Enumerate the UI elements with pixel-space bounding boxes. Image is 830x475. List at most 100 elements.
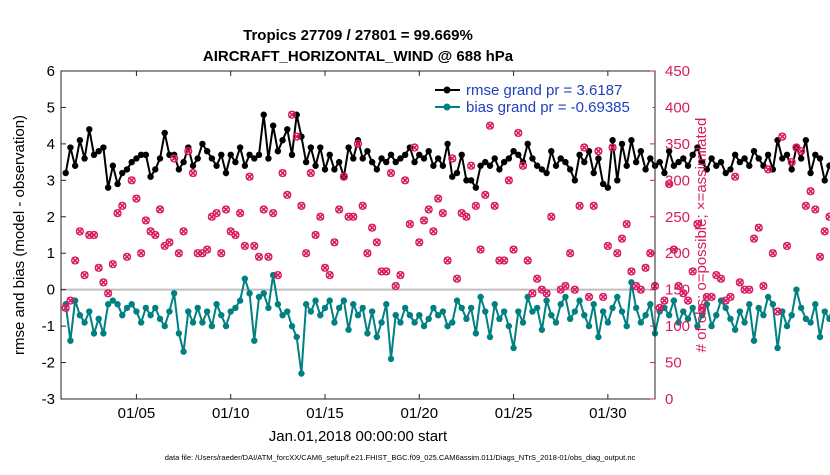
obs-assimilated-point	[189, 169, 197, 177]
bias-point	[359, 304, 366, 312]
bias-point	[670, 297, 678, 304]
obs-assimilated-point	[340, 173, 348, 181]
obs-possible-point	[726, 292, 735, 302]
obs-assimilated-point	[175, 249, 183, 257]
bias-point	[793, 286, 800, 293]
obs-possible-point	[212, 209, 221, 218]
obs-possible-point	[75, 227, 84, 236]
obs-possible-point	[764, 165, 773, 174]
bias-point	[350, 301, 357, 308]
obs-assimilated-point	[514, 129, 522, 137]
obs-assimilated-point	[797, 147, 805, 155]
rmse-point	[467, 177, 475, 184]
bias-point	[821, 308, 828, 315]
bias-point	[694, 322, 701, 330]
bias-point	[119, 311, 126, 319]
obs-possible-point	[438, 209, 447, 218]
obs-assimilated-point	[90, 231, 98, 239]
obs-possible-point	[679, 289, 688, 298]
bias-point	[444, 322, 451, 330]
rmse-point	[265, 155, 272, 162]
bias-point	[698, 311, 706, 319]
legend: rmse grand pr = 3.6187 bias grand pr = -…	[427, 78, 653, 119]
y-tick-label-left: -3	[42, 391, 55, 408]
obs-assimilated-point	[312, 231, 320, 239]
obs-possible-point	[811, 205, 820, 214]
rmse-point	[491, 155, 498, 162]
bias-point	[340, 297, 348, 304]
obs-assimilated-point	[566, 249, 574, 257]
bias-point	[180, 348, 187, 355]
rmse-point	[543, 169, 550, 177]
rmse-point	[274, 147, 282, 155]
obs-possible-point	[302, 249, 311, 258]
bias-point	[505, 322, 513, 330]
bias-point	[609, 304, 616, 312]
obs-assimilated-point	[670, 246, 678, 254]
rmse-point	[779, 155, 786, 162]
obs-possible-point	[396, 270, 405, 280]
obs-possible-point	[273, 270, 282, 280]
obs-assimilated-point	[821, 227, 829, 235]
obs-assimilated-point	[524, 256, 532, 265]
bias-point	[128, 301, 135, 308]
obs-possible-point	[773, 307, 782, 316]
obs-possible-point	[745, 285, 754, 294]
obs-assimilated-point	[170, 154, 178, 163]
obs-assimilated-point	[156, 205, 164, 214]
rmse-point	[114, 180, 121, 188]
rmse-point	[821, 177, 828, 184]
obs-assimilated-point	[627, 267, 635, 276]
obs-possible-point	[636, 285, 645, 294]
rmse-point	[345, 144, 352, 151]
bias-point	[255, 293, 263, 301]
obs-possible-point	[627, 267, 636, 276]
rmse-point	[708, 155, 715, 162]
obs-possible-point	[278, 168, 287, 178]
bias-point	[599, 308, 607, 315]
bias-point	[623, 322, 630, 330]
obs-possible-point	[179, 227, 188, 236]
obs-assimilated-point	[505, 176, 513, 184]
obs-assimilated-point	[222, 205, 230, 214]
bias-point	[288, 322, 296, 330]
obs-possible-point	[231, 230, 240, 240]
chart-title-line1: Tropics 27709 / 27801 = 99.669%	[243, 27, 473, 44]
obs-possible-point	[589, 201, 598, 210]
rmse-point	[199, 140, 206, 148]
obs-possible-point	[151, 230, 160, 240]
bias-point	[562, 293, 569, 301]
obs-assimilated-point	[180, 227, 188, 235]
bias-point	[741, 319, 748, 326]
obs-possible-point	[132, 194, 141, 203]
obs-assimilated-point	[330, 238, 338, 246]
obs-possible-point	[485, 121, 495, 130]
bias-point	[581, 311, 588, 319]
bias-point	[241, 275, 249, 282]
obs-assimilated-point	[675, 282, 683, 290]
bias-point	[368, 308, 376, 315]
bias-point	[425, 315, 432, 323]
bias-point	[500, 308, 508, 315]
bias-point	[335, 304, 343, 312]
obs-possible-point	[250, 241, 259, 251]
obs-assimilated-point	[81, 271, 89, 279]
obs-assimilated-point	[613, 249, 621, 257]
rmse-point	[717, 158, 725, 166]
obs-possible-point	[575, 201, 584, 210]
rmse-point	[260, 111, 267, 118]
bias-point	[689, 304, 696, 312]
rmse-point	[736, 158, 744, 166]
y-axis-left-label: rmse and bias (model - observation)	[11, 115, 28, 355]
rmse-point	[637, 147, 645, 155]
obs-possible-point	[85, 230, 94, 240]
obs-assimilated-point	[590, 202, 598, 210]
bias-point	[590, 301, 597, 308]
obs-assimilated-point	[604, 242, 612, 250]
bias-point	[463, 315, 470, 323]
legend-bias-marker	[443, 103, 451, 111]
obs-possible-point	[386, 168, 396, 178]
obs-possible-point	[594, 147, 603, 156]
rmse-point	[727, 166, 734, 173]
bias-point	[585, 322, 593, 330]
